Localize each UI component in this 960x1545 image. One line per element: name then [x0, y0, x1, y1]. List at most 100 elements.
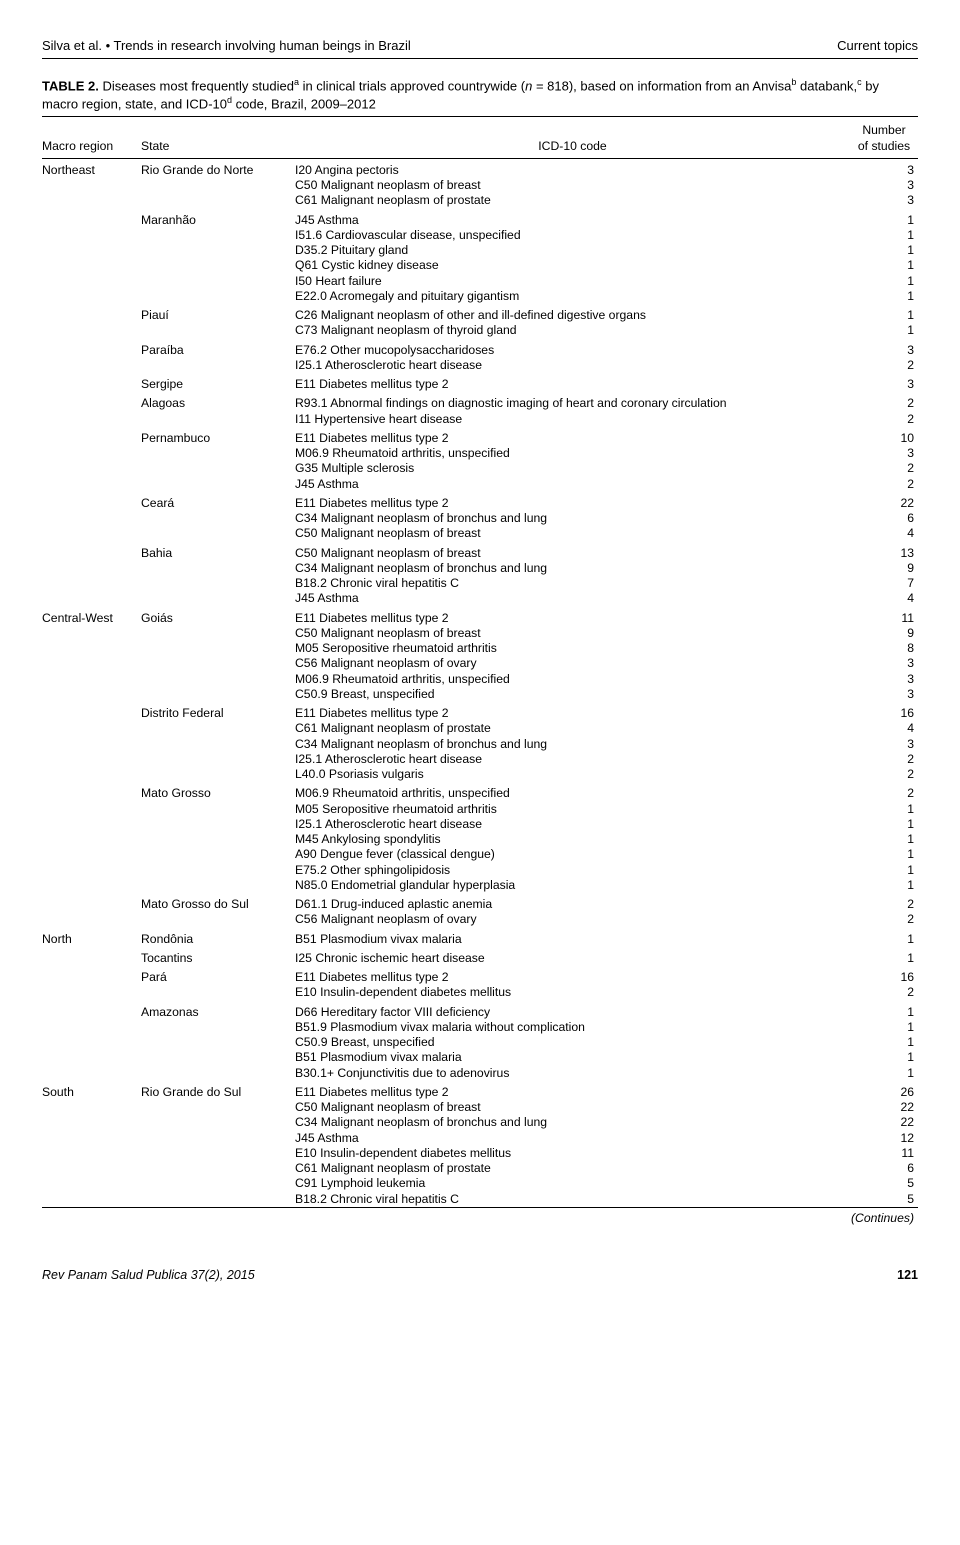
table-row: M45 Ankylosing spondylitis1 — [42, 832, 918, 847]
cell-region — [42, 672, 141, 687]
cell-region — [42, 477, 141, 492]
cell-state — [141, 985, 295, 1000]
cell-icd: I50 Heart failure — [295, 274, 854, 289]
cell-icd: E22.0 Acromegaly and pituitary gigantism — [295, 289, 854, 304]
cell-state: Maranhão — [141, 209, 295, 228]
cell-icd: J45 Asthma — [295, 209, 854, 228]
cell-state — [141, 477, 295, 492]
cell-state: Goiás — [141, 607, 295, 626]
cell-number: 16 — [854, 966, 918, 985]
cell-number: 3 — [854, 373, 918, 392]
cell-icd: C91 Lymphoid leukemia — [295, 1176, 854, 1191]
cell-region — [42, 274, 141, 289]
table-row: B51.9 Plasmodium vivax malaria without c… — [42, 1020, 918, 1035]
cell-icd: C56 Malignant neoplasm of ovary — [295, 656, 854, 671]
cell-number: 6 — [854, 1161, 918, 1176]
cell-number: 1 — [854, 304, 918, 323]
table-row: ParaíbaE76.2 Other mucopolysaccharidoses… — [42, 339, 918, 358]
cell-region — [42, 427, 141, 446]
cell-icd: N85.0 Endometrial glandular hyperplasia — [295, 878, 854, 893]
table-row: C73 Malignant neoplasm of thyroid gland1 — [42, 323, 918, 338]
cell-region — [42, 767, 141, 782]
cell-state: Paraíba — [141, 339, 295, 358]
cell-region — [42, 817, 141, 832]
cell-state: Rondônia — [141, 928, 295, 947]
table-row: PernambucoE11 Diabetes mellitus type 210 — [42, 427, 918, 446]
cell-icd: C50 Malignant neoplasm of breast — [295, 626, 854, 641]
cell-state — [141, 752, 295, 767]
cell-state — [141, 1131, 295, 1146]
cell-region — [42, 687, 141, 702]
cell-state — [141, 323, 295, 338]
cell-number: 2 — [854, 392, 918, 411]
cell-region — [42, 193, 141, 208]
cell-state — [141, 511, 295, 526]
cell-number: 3 — [854, 178, 918, 193]
cell-icd: I25.1 Atherosclerotic heart disease — [295, 358, 854, 373]
cell-state — [141, 1146, 295, 1161]
table-caption: TABLE 2. Diseases most frequently studie… — [42, 77, 918, 112]
cell-region — [42, 228, 141, 243]
cell-state — [141, 1176, 295, 1191]
cell-icd: E11 Diabetes mellitus type 2 — [295, 702, 854, 721]
cell-icd: C34 Malignant neoplasm of bronchus and l… — [295, 1115, 854, 1130]
cell-number: 3 — [854, 672, 918, 687]
cell-state: Rio Grande do Sul — [141, 1081, 295, 1100]
cell-state — [141, 1050, 295, 1065]
cell-number: 1 — [854, 209, 918, 228]
journal-name: Rev Panam Salud Publica — [42, 1268, 187, 1282]
cell-number: 22 — [854, 1115, 918, 1130]
cell-state — [141, 863, 295, 878]
cell-state — [141, 687, 295, 702]
cell-icd: E11 Diabetes mellitus type 2 — [295, 373, 854, 392]
cell-icd: C34 Malignant neoplasm of bronchus and l… — [295, 561, 854, 576]
cell-state: Bahia — [141, 542, 295, 561]
cell-icd: E11 Diabetes mellitus type 2 — [295, 607, 854, 626]
cell-state — [141, 178, 295, 193]
cell-number: 3 — [854, 193, 918, 208]
cell-state — [141, 274, 295, 289]
cell-state — [141, 802, 295, 817]
cell-icd: I20 Angina pectoris — [295, 159, 854, 178]
cell-number: 2 — [854, 461, 918, 476]
cell-icd: M45 Ankylosing spondylitis — [295, 832, 854, 847]
table-row: B18.2 Chronic viral hepatitis C5 — [42, 1192, 918, 1208]
cell-state — [141, 412, 295, 427]
table-row: C50.9 Breast, unspecified3 — [42, 687, 918, 702]
cell-icd: E75.2 Other sphingolipidosis — [295, 863, 854, 878]
cell-icd: M06.9 Rheumatoid arthritis, unspecified — [295, 672, 854, 687]
cell-icd: C34 Malignant neoplasm of bronchus and l… — [295, 737, 854, 752]
header-rule — [42, 58, 918, 59]
cell-state — [141, 1192, 295, 1208]
table-row: C56 Malignant neoplasm of ovary3 — [42, 656, 918, 671]
table-row: I51.6 Cardiovascular disease, unspecifie… — [42, 228, 918, 243]
table-row: M05 Seropositive rheumatoid arthritis1 — [42, 802, 918, 817]
cell-state: Ceará — [141, 492, 295, 511]
cell-number: 1 — [854, 863, 918, 878]
cell-number: 2 — [854, 412, 918, 427]
table-row: PiauíC26 Malignant neoplasm of other and… — [42, 304, 918, 323]
cell-state — [141, 912, 295, 927]
cell-region — [42, 561, 141, 576]
cell-icd: C50 Malignant neoplasm of breast — [295, 1100, 854, 1115]
cell-state: Rio Grande do Norte — [141, 159, 295, 178]
cell-number: 9 — [854, 626, 918, 641]
cell-number: 1 — [854, 1050, 918, 1065]
table-row: D35.2 Pituitary gland1 — [42, 243, 918, 258]
cell-icd: C26 Malignant neoplasm of other and ill-… — [295, 304, 854, 323]
cell-state — [141, 847, 295, 862]
cell-number: 1 — [854, 1020, 918, 1035]
cell-icd: G35 Multiple sclerosis — [295, 461, 854, 476]
cell-number: 22 — [854, 492, 918, 511]
cell-region — [42, 1050, 141, 1065]
table-row: M06.9 Rheumatoid arthritis, unspecified3 — [42, 446, 918, 461]
cell-icd: D66 Hereditary factor VIII deficiency — [295, 1001, 854, 1020]
cell-state — [141, 243, 295, 258]
cell-number: 9 — [854, 561, 918, 576]
cell-region — [42, 1176, 141, 1191]
cell-number: 1 — [854, 258, 918, 273]
cell-region — [42, 243, 141, 258]
cell-region — [42, 878, 141, 893]
cell-region — [42, 289, 141, 304]
table-row: M06.9 Rheumatoid arthritis, unspecified3 — [42, 672, 918, 687]
